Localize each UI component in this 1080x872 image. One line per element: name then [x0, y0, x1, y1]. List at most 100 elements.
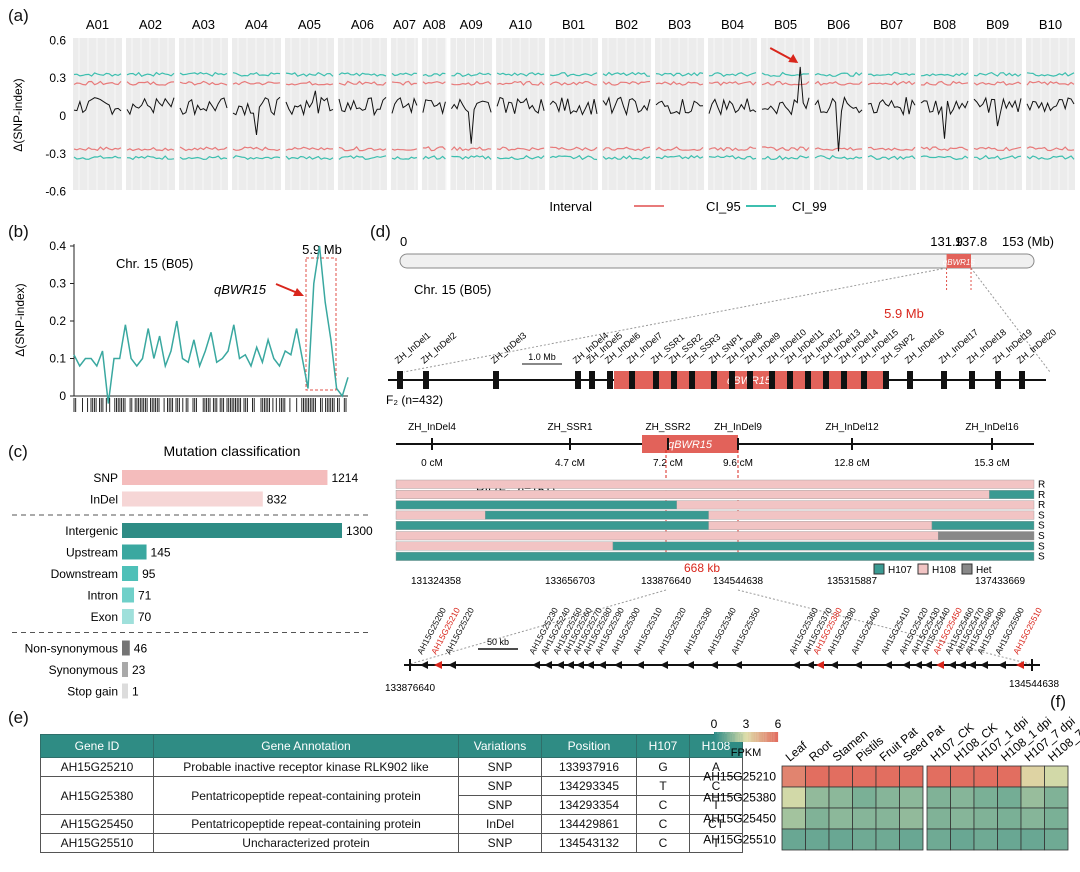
genotype-segment — [395, 521, 709, 530]
position-cell: 134429861 — [541, 814, 637, 834]
gene-arrow — [902, 661, 910, 669]
heatmap-cell — [997, 765, 1022, 788]
gene-arrow — [936, 661, 944, 669]
ci99-lower-line — [391, 156, 418, 160]
heatmap-cell — [1044, 828, 1069, 851]
ci99-upper-line — [1026, 72, 1075, 77]
ci95-upper-line — [1026, 80, 1075, 86]
marker-tick — [841, 371, 847, 389]
ril-marker-label: ZH_InDel12 — [825, 422, 879, 433]
ci95-upper-line — [232, 80, 281, 86]
heatmap-cell — [852, 828, 877, 851]
color-scale-step — [763, 732, 766, 742]
genotype-segment — [395, 531, 939, 541]
color-scale-step — [725, 732, 727, 742]
heatmap-cell — [1044, 807, 1069, 830]
ril-marker-label: ZH_SSR1 — [547, 422, 592, 433]
variation-cell: SNP — [458, 795, 542, 815]
genotype-segment — [676, 500, 1035, 510]
gene-id-cell: AH15G25510 — [40, 833, 154, 853]
gene-arrow — [968, 661, 976, 669]
ci99-lower-line — [974, 154, 1022, 161]
annotation-cell: Pentatricopeptide repeat-containing prot… — [153, 814, 459, 834]
heatmap-cell — [950, 807, 975, 830]
heatmap-cell — [781, 828, 806, 851]
ci95-upper-line — [179, 80, 228, 86]
ril-cm-label: 15.3 cM — [974, 458, 1010, 469]
phenotype-label: S — [1038, 521, 1045, 532]
heatmap-cell — [973, 765, 998, 788]
heatmap-cell — [828, 765, 853, 788]
heatmap-row-label: AH15G25210 — [703, 770, 776, 784]
y-tick-label: 0.6 — [49, 33, 66, 47]
gene-arrow — [448, 661, 456, 669]
heatmap-cell — [875, 786, 900, 809]
color-scale-step — [773, 732, 775, 742]
legend-ci99-label: CI_99 — [792, 199, 827, 214]
color-scale-step — [760, 732, 763, 742]
region-size-label: 5.9 Mb — [302, 242, 342, 257]
ci95-lower-line — [450, 146, 492, 152]
ci99-lower-line — [549, 154, 598, 161]
h108-cell: CT — [689, 814, 743, 834]
heatmap-cell — [1020, 828, 1045, 851]
gene-track-start-label: 133876640 — [385, 683, 435, 694]
ril-cm-label: 9.6 cM — [723, 458, 753, 469]
position-label: 135315887 — [827, 576, 877, 587]
ril-cm-label: 12.8 cM — [834, 458, 870, 469]
bar-category-label: Downstream — [51, 567, 118, 581]
ci95-lower-line — [973, 146, 1022, 152]
variation-cell: SNP — [458, 776, 542, 796]
region-size-label: 5.9 Mb — [884, 306, 924, 321]
bar-value-label: 1 — [132, 685, 139, 699]
snp-index-trace — [920, 100, 969, 139]
chromosome-label: B07 — [880, 17, 903, 32]
heatmap-cell — [805, 786, 830, 809]
snp-index-trace — [496, 96, 545, 114]
color-scale-step — [771, 732, 774, 742]
color-scale-step — [734, 732, 737, 742]
heatmap-row-label: AH15G25380 — [703, 791, 776, 805]
gene-arrow — [598, 661, 606, 669]
heatmap-cell — [950, 828, 975, 851]
color-scale-step — [750, 732, 753, 742]
ci99-lower-line — [867, 155, 916, 161]
chromosome-label: B02 — [615, 17, 638, 32]
bar — [122, 662, 128, 677]
color-scale-step — [720, 732, 723, 742]
color-scale-step — [714, 732, 716, 742]
gene-arrow — [586, 661, 594, 669]
chr15-snp-index-plot: Δ(SNP-index) 0.4 0.3 0.2 0.1 0 Chr. 15 (B05) 5.… — [13, 239, 349, 412]
interval-size-label: 668 kb — [684, 561, 720, 575]
color-scale-step — [768, 732, 771, 742]
ril-marker-label: ZH_InDel9 — [714, 422, 762, 433]
ci95-lower-line — [550, 146, 598, 152]
chromosome-panel — [284, 38, 334, 190]
chromosome-panel — [814, 38, 864, 190]
legend-het-label: Het — [976, 565, 992, 576]
heatmap-cell — [875, 807, 900, 830]
genotype-segment — [931, 521, 1035, 530]
heatmap-cell — [899, 807, 924, 830]
gene-arrow — [566, 661, 574, 669]
gene-arrow — [914, 661, 922, 669]
snp-index-trace — [285, 90, 334, 117]
bar-value-label: 832 — [267, 493, 287, 507]
heatmap-cell — [781, 807, 806, 830]
gene-arrow — [948, 661, 956, 669]
column-header: Variations — [458, 734, 542, 758]
variation-cell: InDel — [458, 814, 542, 834]
genotype-segment — [989, 490, 1035, 499]
ci95-lower-line — [761, 146, 810, 152]
heatmap-cell — [828, 828, 853, 851]
marker-tick — [969, 371, 975, 389]
ci99-lower-line — [126, 155, 175, 161]
color-scale-step — [770, 732, 772, 742]
chromosome-label: A05 — [298, 17, 321, 32]
axis-tick-label: 153 (Mb) — [1002, 234, 1054, 249]
color-scale-tick: 0 — [711, 717, 718, 731]
chromosome-panel — [178, 38, 228, 190]
chromosome-panel — [761, 38, 811, 190]
marker-tick — [423, 371, 429, 389]
